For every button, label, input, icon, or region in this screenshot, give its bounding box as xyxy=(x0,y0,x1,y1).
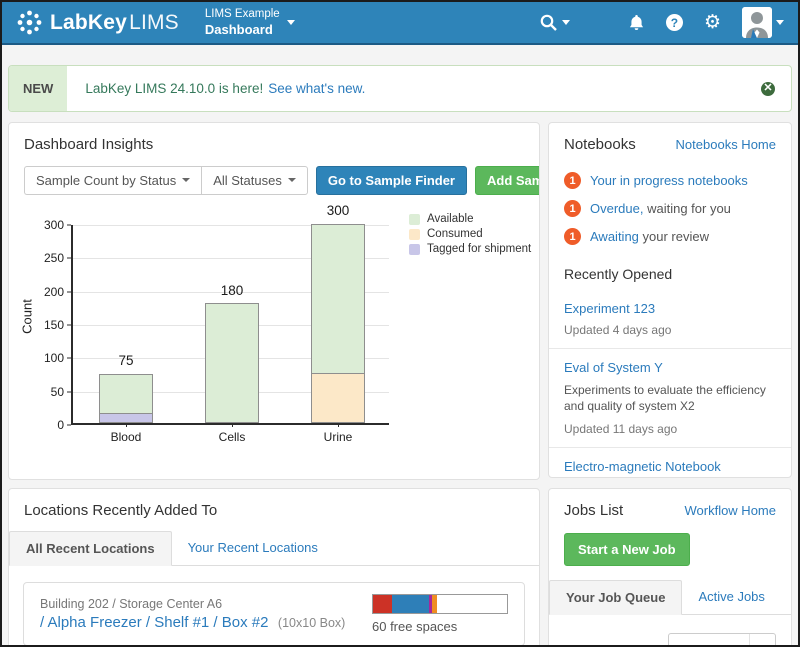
dashboard-insights-panel: Dashboard Insights Sample Count by Statu… xyxy=(8,122,540,480)
alert-link[interactable]: Awaiting xyxy=(590,229,639,244)
notebook-link[interactable]: Electro-magnetic Notebook xyxy=(564,459,721,475)
capacity-bar xyxy=(372,594,508,614)
help-button[interactable]: ? xyxy=(665,14,683,31)
notebooks-home-link[interactable]: Notebooks Home xyxy=(675,137,776,152)
add-samples-button[interactable]: Add Samples xyxy=(474,165,539,195)
locations-title: Locations Recently Added To xyxy=(24,502,218,519)
box-type-label: (10x10 Box) xyxy=(277,615,346,630)
bell-icon xyxy=(629,14,644,30)
start-new-job-button[interactable]: Start a New Job xyxy=(564,533,690,566)
notebooks-panel: Notebooks Notebooks Home 1 Your in progr… xyxy=(548,122,792,478)
priority-level-select[interactable]: All xyxy=(668,633,776,646)
notebook-updated: Updated 11 days ago xyxy=(564,422,678,437)
dismiss-banner-icon[interactable]: ✕ xyxy=(761,81,775,96)
go-to-sample-finder-button[interactable]: Go to Sample Finder xyxy=(315,165,467,195)
alert-link[interactable]: Overdue, xyxy=(590,201,644,216)
tab-your-recent-locations[interactable]: Your Recent Locations xyxy=(187,540,318,555)
alert-overdue[interactable]: 1 Overdue, waiting for you xyxy=(564,200,776,217)
chevron-down-icon xyxy=(776,20,784,25)
blue-status xyxy=(391,595,430,613)
user-menu[interactable] xyxy=(742,7,784,38)
search-icon xyxy=(540,14,557,31)
settings-gear-icon[interactable]: ⚙ xyxy=(703,11,721,33)
question-circle-icon: ? xyxy=(665,14,683,31)
location-breadcrumb: Building 202 / Storage Center A6 xyxy=(40,596,223,611)
count-badge: 1 xyxy=(564,172,581,189)
notebook-entry: Experiment 123 Updated 4 days ago xyxy=(549,290,791,348)
alert-rest: your review xyxy=(638,229,709,244)
chart-legend: Available Consumed Tagged for shipment xyxy=(409,213,531,258)
labkey-logo[interactable]: LabKeyLIMS xyxy=(16,9,179,36)
alert-link[interactable]: Your in progress notebooks xyxy=(590,173,748,188)
top-navigation-bar: LabKeyLIMS LIMS Example Dashboard xyxy=(2,2,798,45)
purple-status xyxy=(429,595,432,613)
workflow-home-link[interactable]: Workflow Home xyxy=(684,503,776,518)
notebook-updated: Updated 4 days ago xyxy=(564,323,672,337)
jobs-list-panel: Jobs List Workflow Home Start a New Job … xyxy=(548,488,792,646)
chart-type-dropdown[interactable]: Sample Count by Status xyxy=(24,165,202,195)
project-menu[interactable]: LIMS Example Dashboard xyxy=(205,7,295,38)
whats-new-link[interactable]: See what's new. xyxy=(268,81,366,96)
apps-grid-icon[interactable] xyxy=(591,15,607,31)
location-link[interactable]: / Alpha Freezer / Shelf #1 / Box #2 xyxy=(40,613,269,631)
location-card: Building 202 / Storage Center A6 / Alpha… xyxy=(23,582,525,645)
chart-plot: 0 50 100 150 200 250 300 75 Blood 180 Cells 300 Urin… xyxy=(44,203,389,444)
announcement-banner: NEW LabKey LIMS 24.10.0 is here! See wha… xyxy=(8,65,792,112)
notifications-button[interactable] xyxy=(628,14,645,32)
notebooks-title: Notebooks xyxy=(564,136,636,153)
notebook-description: Experiments to evaluate the efficiency a… xyxy=(564,383,766,414)
labkey-dots-icon xyxy=(17,10,42,35)
banner-message: LabKey LIMS 24.10.0 is here! xyxy=(85,81,264,96)
alert-awaiting-review[interactable]: 1 Awaiting your review xyxy=(564,228,776,245)
new-badge: NEW xyxy=(9,66,68,111)
count-badge: 1 xyxy=(564,200,581,217)
notebook-entry: Electro-magnetic Notebook Updated 13 day… xyxy=(549,447,791,477)
notebook-entry: Eval of System Y Experiments to evaluate… xyxy=(549,348,791,447)
tab-active-jobs[interactable]: Active Jobs xyxy=(698,589,765,604)
notebook-link[interactable]: Experiment 123 xyxy=(564,301,656,316)
chevron-down-icon xyxy=(286,20,295,25)
chevron-down-icon xyxy=(561,20,570,25)
locations-panel: Locations Recently Added To All Recent L… xyxy=(8,488,540,645)
priority-level-value: All xyxy=(669,644,749,646)
tab-your-job-queue[interactable]: Your Job Queue xyxy=(549,580,683,615)
red-status xyxy=(373,595,392,613)
recently-opened-heading: Recently Opened xyxy=(564,266,673,282)
free-spaces-label: 60 free spaces xyxy=(372,619,458,634)
notebook-link[interactable]: Eval of System Y xyxy=(564,360,663,375)
project-name: LIMS Example xyxy=(204,8,280,21)
status-filter-dropdown[interactable]: All Statuses xyxy=(201,165,308,195)
insights-title: Dashboard Insights xyxy=(24,136,154,153)
chart-y-axis-label: Count xyxy=(19,299,35,334)
chevron-down-icon xyxy=(287,178,296,182)
alert-in-progress[interactable]: 1 Your in progress notebooks xyxy=(564,172,776,189)
alert-rest: waiting for you xyxy=(643,201,731,216)
avatar xyxy=(742,7,772,38)
brand-name: LabKeyLIMS xyxy=(50,10,179,34)
sample-status-chart[interactable]: Count 0 50 100 150 200 250 300 75 Blood 180 Cells 3… xyxy=(9,203,539,451)
priority-level-label: Priority Level: xyxy=(564,644,651,646)
current-page: Dashboard xyxy=(204,21,273,37)
search-button[interactable] xyxy=(539,13,570,32)
chevron-down-icon xyxy=(182,178,191,182)
count-badge: 1 xyxy=(564,228,581,245)
orange-status xyxy=(431,595,438,613)
jobs-title: Jobs List xyxy=(564,502,624,519)
tab-all-recent-locations[interactable]: All Recent Locations xyxy=(9,531,172,566)
